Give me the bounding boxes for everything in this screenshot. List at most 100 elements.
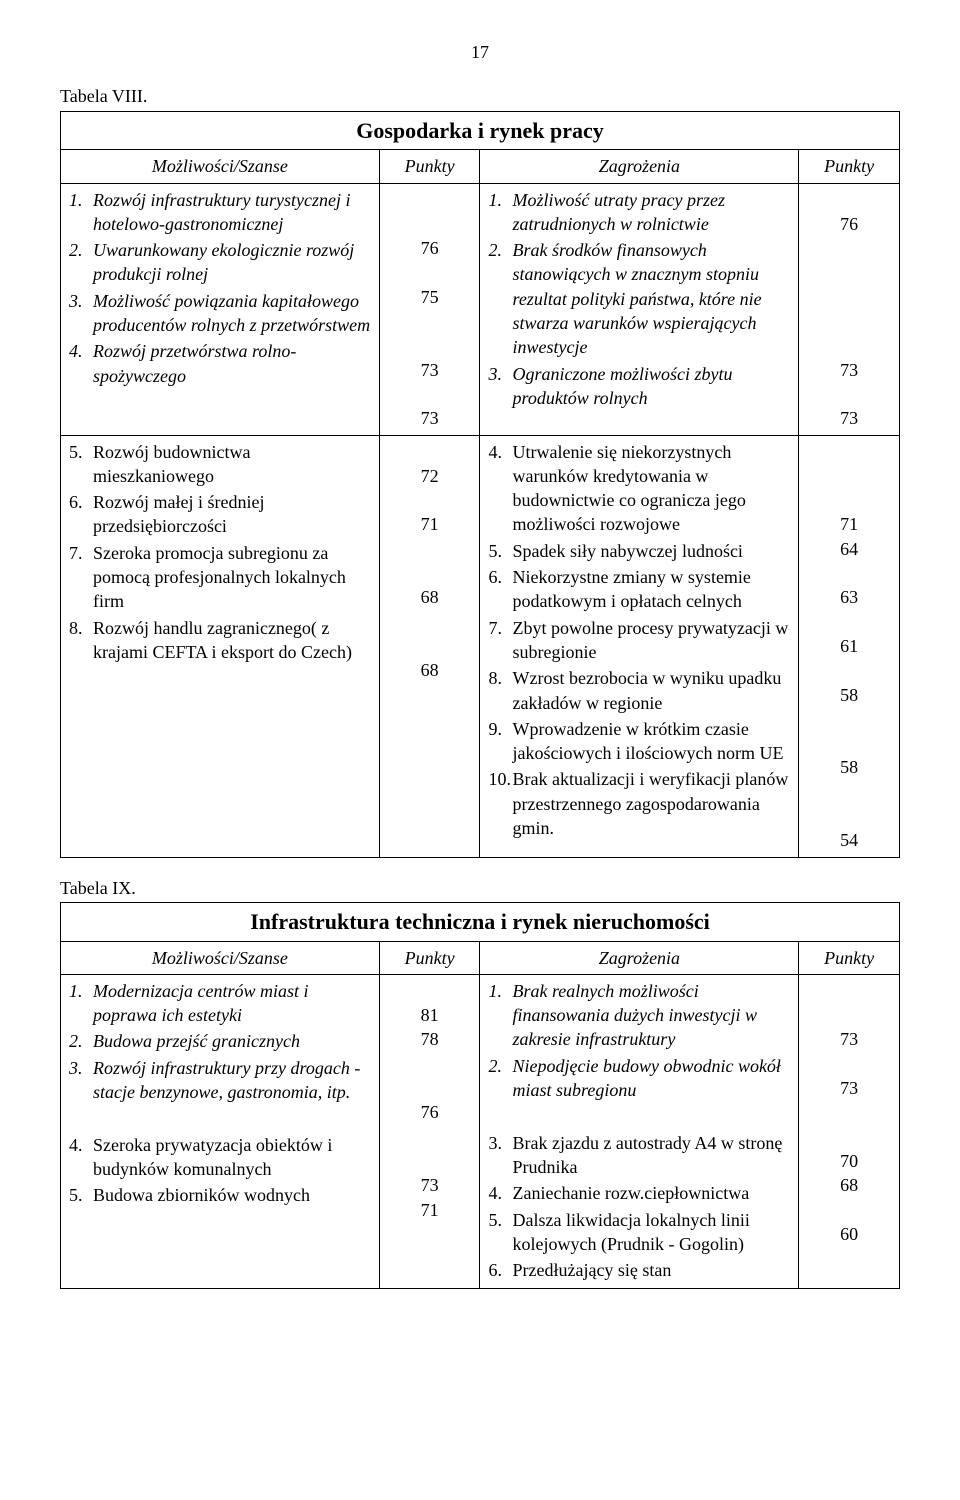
points-value: 72 [388,464,472,488]
table8: Gospodarka i rynek pracy Możliwości/Szan… [60,111,900,858]
points-value [388,382,472,406]
points-value [807,731,891,755]
points-value: 73 [807,406,891,430]
points-value [807,561,891,585]
points-value [388,1149,472,1173]
list-item: 1.Brak realnych możliwości finansowania … [488,979,790,1052]
list-item [488,1104,790,1128]
list-item: 4.Rozwój przetwórstwa rolno-spożywczego [69,339,371,388]
points-value: 75 [388,285,472,309]
points-value [807,333,891,357]
list-item: 3.Ograniczone możliwości zbytu produktów… [488,362,790,411]
points-value: 63 [807,585,891,609]
points-value [807,260,891,284]
points-value: 64 [807,537,891,561]
list-item: 3.Możliwość powiązania kapitałowego prod… [69,289,371,338]
list-item: 4.Utrwalenie się niekorzystnych warunków… [488,440,790,537]
points-value [807,1246,891,1270]
list-item: 2.Brak środków finansowych stanowiących … [488,238,790,359]
list-item: 4.Zaniechanie rozw.ciepłownictwa [488,1181,790,1205]
header-points1: Punkty [379,150,480,183]
table8-row1-thr-pts: 76 73 73 [799,183,900,435]
points-value [388,488,472,512]
points-value [807,1125,891,1149]
table9-opp-pts: 8178 76 7371 [379,974,480,1289]
list-item: 1.Modernizacja centrów miast i poprawa i… [69,979,371,1028]
table9-label: Tabela IX. [60,876,900,900]
points-value [807,979,891,1003]
points-value [388,634,472,658]
list-item: 1.Rozwój infrastruktury turystycznej i h… [69,188,371,237]
table9-title-row: Infrastruktura techniczna i rynek nieruc… [61,902,900,941]
table8-title-row: Gospodarka i rynek pracy [61,111,900,150]
points-value [388,1076,472,1100]
table9: Infrastruktura techniczna i rynek nieruc… [60,902,900,1290]
list-item: 3.Brak zjazdu z autostrady A4 w stronę P… [488,1131,790,1180]
table8-row1-opp-pts: 76 75 73 73 [379,183,480,435]
table9-thr: 1.Brak realnych możliwości finansowania … [480,974,799,1289]
points-value: 71 [807,512,891,536]
points-value: 71 [388,512,472,536]
table9-opp: 1.Modernizacja centrów miast i poprawa i… [61,974,380,1289]
table9-title: Infrastruktura techniczna i rynek nieruc… [61,902,900,941]
points-value [807,1198,891,1222]
points-value: 73 [807,1027,891,1051]
points-value: 60 [807,1222,891,1246]
list-item: 2.Uwarunkowany ekologicznie rozwój produ… [69,238,371,287]
table8-header-row: Możliwości/Szanse Punkty Zagrożenia Punk… [61,150,900,183]
points-value: 76 [807,212,891,236]
points-value [807,382,891,406]
list-item: 5.Budowa zbiorników wodnych [69,1183,371,1207]
points-value [807,1003,891,1027]
table8-row2-opp-pts: 72 71 68 68 [379,435,480,857]
points-value [388,561,472,585]
list-item [69,1106,371,1130]
header-points2: Punkty [799,150,900,183]
points-value: 76 [388,1100,472,1124]
list-item: 4.Szeroka prywatyzacja obiektów i budynk… [69,1133,371,1182]
list-item: 2.Budowa przejść granicznych [69,1029,371,1053]
list-item: 7.Szeroka promocja subregionu za pomocą … [69,541,371,614]
points-value [388,1052,472,1076]
points-value: 61 [807,634,891,658]
points-value: 78 [388,1027,472,1051]
table8-row2-thr: 4.Utrwalenie się niekorzystnych warunków… [480,435,799,857]
points-value [388,979,472,1003]
points-value: 68 [388,585,472,609]
points-value [388,440,472,464]
header-opportunities: Możliwości/Szanse [61,941,380,974]
list-item: 10.Brak aktualizacji i weryfikacji planó… [488,767,790,840]
table8-title: Gospodarka i rynek pracy [61,111,900,150]
list-item: 3.Rozwój infrastruktury przy drogach - s… [69,1056,371,1105]
table8-label: Tabela VIII. [60,84,900,108]
points-value: 73 [807,1076,891,1100]
page-number: 17 [60,40,900,64]
points-value [807,804,891,828]
points-value: 71 [388,1198,472,1222]
points-value: 73 [807,358,891,382]
header-threats: Zagrożenia [480,941,799,974]
list-item: 5.Spadek siły nabywczej ludności [488,539,790,563]
list-item: 2.Niepodjęcie budowy obwodnic wokół mias… [488,1054,790,1103]
points-value: 58 [807,683,891,707]
table8-row1-opp: 1.Rozwój infrastruktury turystycznej i h… [61,183,380,435]
points-value: 54 [807,828,891,852]
points-value: 58 [807,755,891,779]
table9-header-row: Możliwości/Szanse Punkty Zagrożenia Punk… [61,941,900,974]
list-item: 5.Rozwój budownictwa mieszkaniowego [69,440,371,489]
points-value: 70 [807,1149,891,1173]
table8-row2: 5.Rozwój budownictwa mieszkaniowego6.Roz… [61,435,900,857]
points-value: 68 [807,1173,891,1197]
header-threats: Zagrożenia [480,150,799,183]
points-value [807,309,891,333]
list-item: 6.Przedłużający się stan [488,1258,790,1282]
points-value [388,309,472,333]
table8-row2-thr-pts: 7164 63 61 58 58 54 [799,435,900,857]
list-item: 6.Niekorzystne zmiany w systemie podatko… [488,565,790,614]
points-value [807,285,891,309]
points-value [807,440,891,464]
points-value: 73 [388,406,472,430]
points-value: 73 [388,358,472,382]
points-value [807,464,891,488]
table8-row1: 1.Rozwój infrastruktury turystycznej i h… [61,183,900,435]
